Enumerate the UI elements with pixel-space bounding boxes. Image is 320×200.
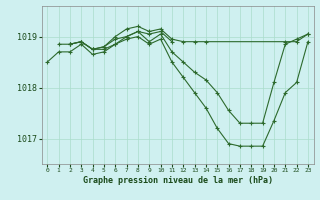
X-axis label: Graphe pression niveau de la mer (hPa): Graphe pression niveau de la mer (hPa) (83, 176, 273, 185)
